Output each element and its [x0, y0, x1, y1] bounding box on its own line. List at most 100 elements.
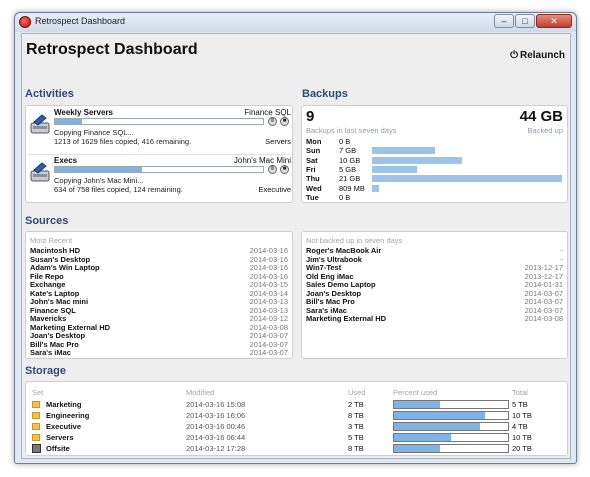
source-date: 2014-03-07: [524, 288, 563, 298]
recent-source-row[interactable]: Joan's Desktop 2014-03-07: [30, 331, 288, 340]
source-date: 2014-03-16: [249, 246, 288, 255]
storage-row[interactable]: Offsite 2014-03-12 17:28 8 TB 20 TB: [30, 444, 570, 455]
storage-percent-fill: [394, 412, 486, 419]
day-label: Sun: [306, 146, 321, 156]
source-name: John's Mac mini: [30, 297, 89, 306]
job-source: Finance SQL: [244, 108, 291, 117]
folder-icon: [32, 401, 40, 408]
stop-icon[interactable]: ■: [280, 165, 289, 174]
window-controls: – □ ✕: [493, 14, 572, 28]
stale-source-row[interactable]: Win7-Test 2013-12-17: [306, 263, 563, 272]
stale-source-row[interactable]: Marketing External HD 2014-03-08: [306, 314, 563, 323]
recent-source-row[interactable]: Adam's Win Laptop 2014-03-16: [30, 263, 288, 272]
job-name: Weekly Servers: [54, 108, 114, 117]
backup-day-row: Tue 0 B: [306, 193, 566, 203]
recent-source-row[interactable]: Sara's iMac 2014-03-07: [30, 348, 288, 357]
recent-source-row[interactable]: Exchange 2014-03-15: [30, 280, 288, 289]
storage-modified: 2014-03-16 15:08: [186, 400, 246, 409]
stop-icon[interactable]: ■: [280, 117, 289, 126]
backup-day-row: Fri 5 GB: [306, 165, 566, 175]
source-name: Finance SQL: [30, 305, 76, 315]
maximize-button[interactable]: □: [515, 14, 535, 28]
folder-icon: [32, 434, 40, 441]
source-date: 2014-03-16: [249, 271, 288, 281]
day-value: 0 B: [339, 192, 351, 202]
storage-total: 20 TB: [512, 444, 532, 453]
stale-sources-panel: Not backed up in seven days Roger's MacB…: [301, 231, 568, 359]
storage-modified: 2014-03-16 16:06: [186, 411, 246, 420]
activity-job[interactable]: Weekly Servers Finance SQL Ⅱ ■ Copying Finan…: [30, 108, 294, 156]
stale-source-row[interactable]: Joan's Desktop 2014-03-07: [306, 289, 563, 298]
job-progress-fill: [55, 119, 83, 124]
stale-source-row[interactable]: Old Eng iMac 2013-12-17: [306, 272, 563, 281]
recent-source-row[interactable]: Macintosh HD 2014-03-16: [30, 246, 288, 255]
source-date: -: [560, 246, 564, 255]
day-label: Fri: [306, 164, 316, 174]
modified-column-header: Modified: [186, 388, 215, 397]
backup-day-row: Thu 21 GB: [306, 174, 566, 184]
day-bar: [372, 175, 562, 183]
recent-source-row[interactable]: Susan's Desktop 2014-03-16: [30, 255, 288, 264]
storage-percent-fill: [394, 445, 440, 452]
source-date: 2014-03-07: [524, 305, 563, 315]
day-bar: [372, 147, 436, 155]
title-bar[interactable]: Retrospect Dashboard – □ ✕: [15, 13, 576, 32]
day-bar: [372, 156, 463, 164]
source-name: Joan's Desktop: [306, 288, 362, 298]
source-date: 2014-03-14: [249, 288, 288, 298]
storage-modified: 2014-03-16 06:44: [186, 433, 246, 442]
pause-icon[interactable]: Ⅱ: [268, 165, 277, 174]
storage-row[interactable]: Executive 2014-03-16 00:46 3 TB 4 TB: [30, 422, 570, 433]
source-date: 2014-03-08: [524, 314, 563, 323]
pause-icon[interactable]: Ⅱ: [268, 117, 277, 126]
stale-source-row[interactable]: Jim's Ultrabook -: [306, 255, 563, 264]
stale-source-row[interactable]: Bill's Mac Pro 2014-03-07: [306, 297, 563, 306]
recent-source-row[interactable]: Mavericks 2014-03-12: [30, 314, 288, 323]
storage-used: 8 TB: [348, 411, 364, 420]
source-name: Roger's MacBook Air: [306, 246, 382, 255]
recent-source-row[interactable]: Kate's Laptop 2014-03-14: [30, 289, 288, 298]
recent-source-row[interactable]: Bill's Mac Pro 2014-03-07: [30, 340, 288, 349]
minimize-button[interactable]: –: [494, 14, 514, 28]
storage-total: 5 TB: [512, 400, 528, 409]
retrospect-app-icon: [19, 16, 31, 28]
backup-disk-icon: [30, 162, 50, 184]
recent-source-row[interactable]: John's Mac mini 2014-03-13: [30, 297, 288, 306]
total-column-header: Total: [512, 388, 528, 397]
stale-source-row[interactable]: Sara's iMac 2014-03-07: [306, 306, 563, 315]
storage-percent-bar: [393, 444, 509, 453]
recent-source-row[interactable]: Finance SQL 2014-03-13: [30, 306, 288, 315]
relaunch-button[interactable]: ⏻ Relaunch: [510, 50, 565, 61]
source-name: Jim's Ultrabook: [306, 254, 362, 264]
used-column-header: Used: [348, 388, 366, 397]
storage-total: 4 TB: [512, 422, 528, 431]
recent-source-row[interactable]: File Repo 2014-03-16: [30, 272, 288, 281]
backup-day-row: Mon 0 B: [306, 137, 566, 147]
recent-source-row[interactable]: Marketing External HD 2014-03-08: [30, 323, 288, 332]
app-window: Retrospect Dashboard – □ ✕ Retrospect Da…: [14, 12, 577, 464]
page-title: Retrospect Dashboard: [26, 41, 198, 58]
storage-row[interactable]: Engineering 2014-03-16 16:06 8 TB 10 TB: [30, 411, 570, 422]
day-value: 10 GB: [339, 155, 361, 165]
storage-modified: 2014-03-12 17:28: [186, 444, 246, 453]
activity-job[interactable]: Execs John's Mac Mini Ⅱ ■ Copying John's Mac…: [30, 156, 294, 204]
folder-icon: [32, 412, 40, 419]
stale-source-row[interactable]: Roger's MacBook Air -: [306, 246, 563, 255]
day-value: 7 GB: [339, 146, 357, 156]
backup-disk-icon: [30, 114, 50, 136]
source-date: -: [560, 254, 564, 264]
day-bar: [372, 165, 418, 173]
day-value: 5 GB: [339, 164, 357, 174]
storage-row[interactable]: Servers 2014-03-16 06:44 5 TB 10 TB: [30, 433, 570, 444]
storage-row[interactable]: Marketing 2014-03-16 15:08 2 TB 5 TB: [30, 400, 570, 411]
stale-sources-header: Not backed up in seven days: [306, 236, 403, 245]
stale-source-row[interactable]: Sales Demo Laptop 2014-01-31: [306, 280, 563, 289]
recent-sources-header: Most Recent: [30, 236, 73, 245]
job-separator: [28, 154, 290, 155]
storage-percent-fill: [394, 401, 440, 408]
storage-total: 10 TB: [512, 433, 532, 442]
source-date: 2014-03-07: [249, 339, 288, 349]
source-date: 2014-03-07: [249, 348, 288, 357]
dashboard-content: Retrospect Dashboard ⏻ Relaunch Activitie…: [21, 33, 571, 459]
close-button[interactable]: ✕: [536, 14, 572, 28]
